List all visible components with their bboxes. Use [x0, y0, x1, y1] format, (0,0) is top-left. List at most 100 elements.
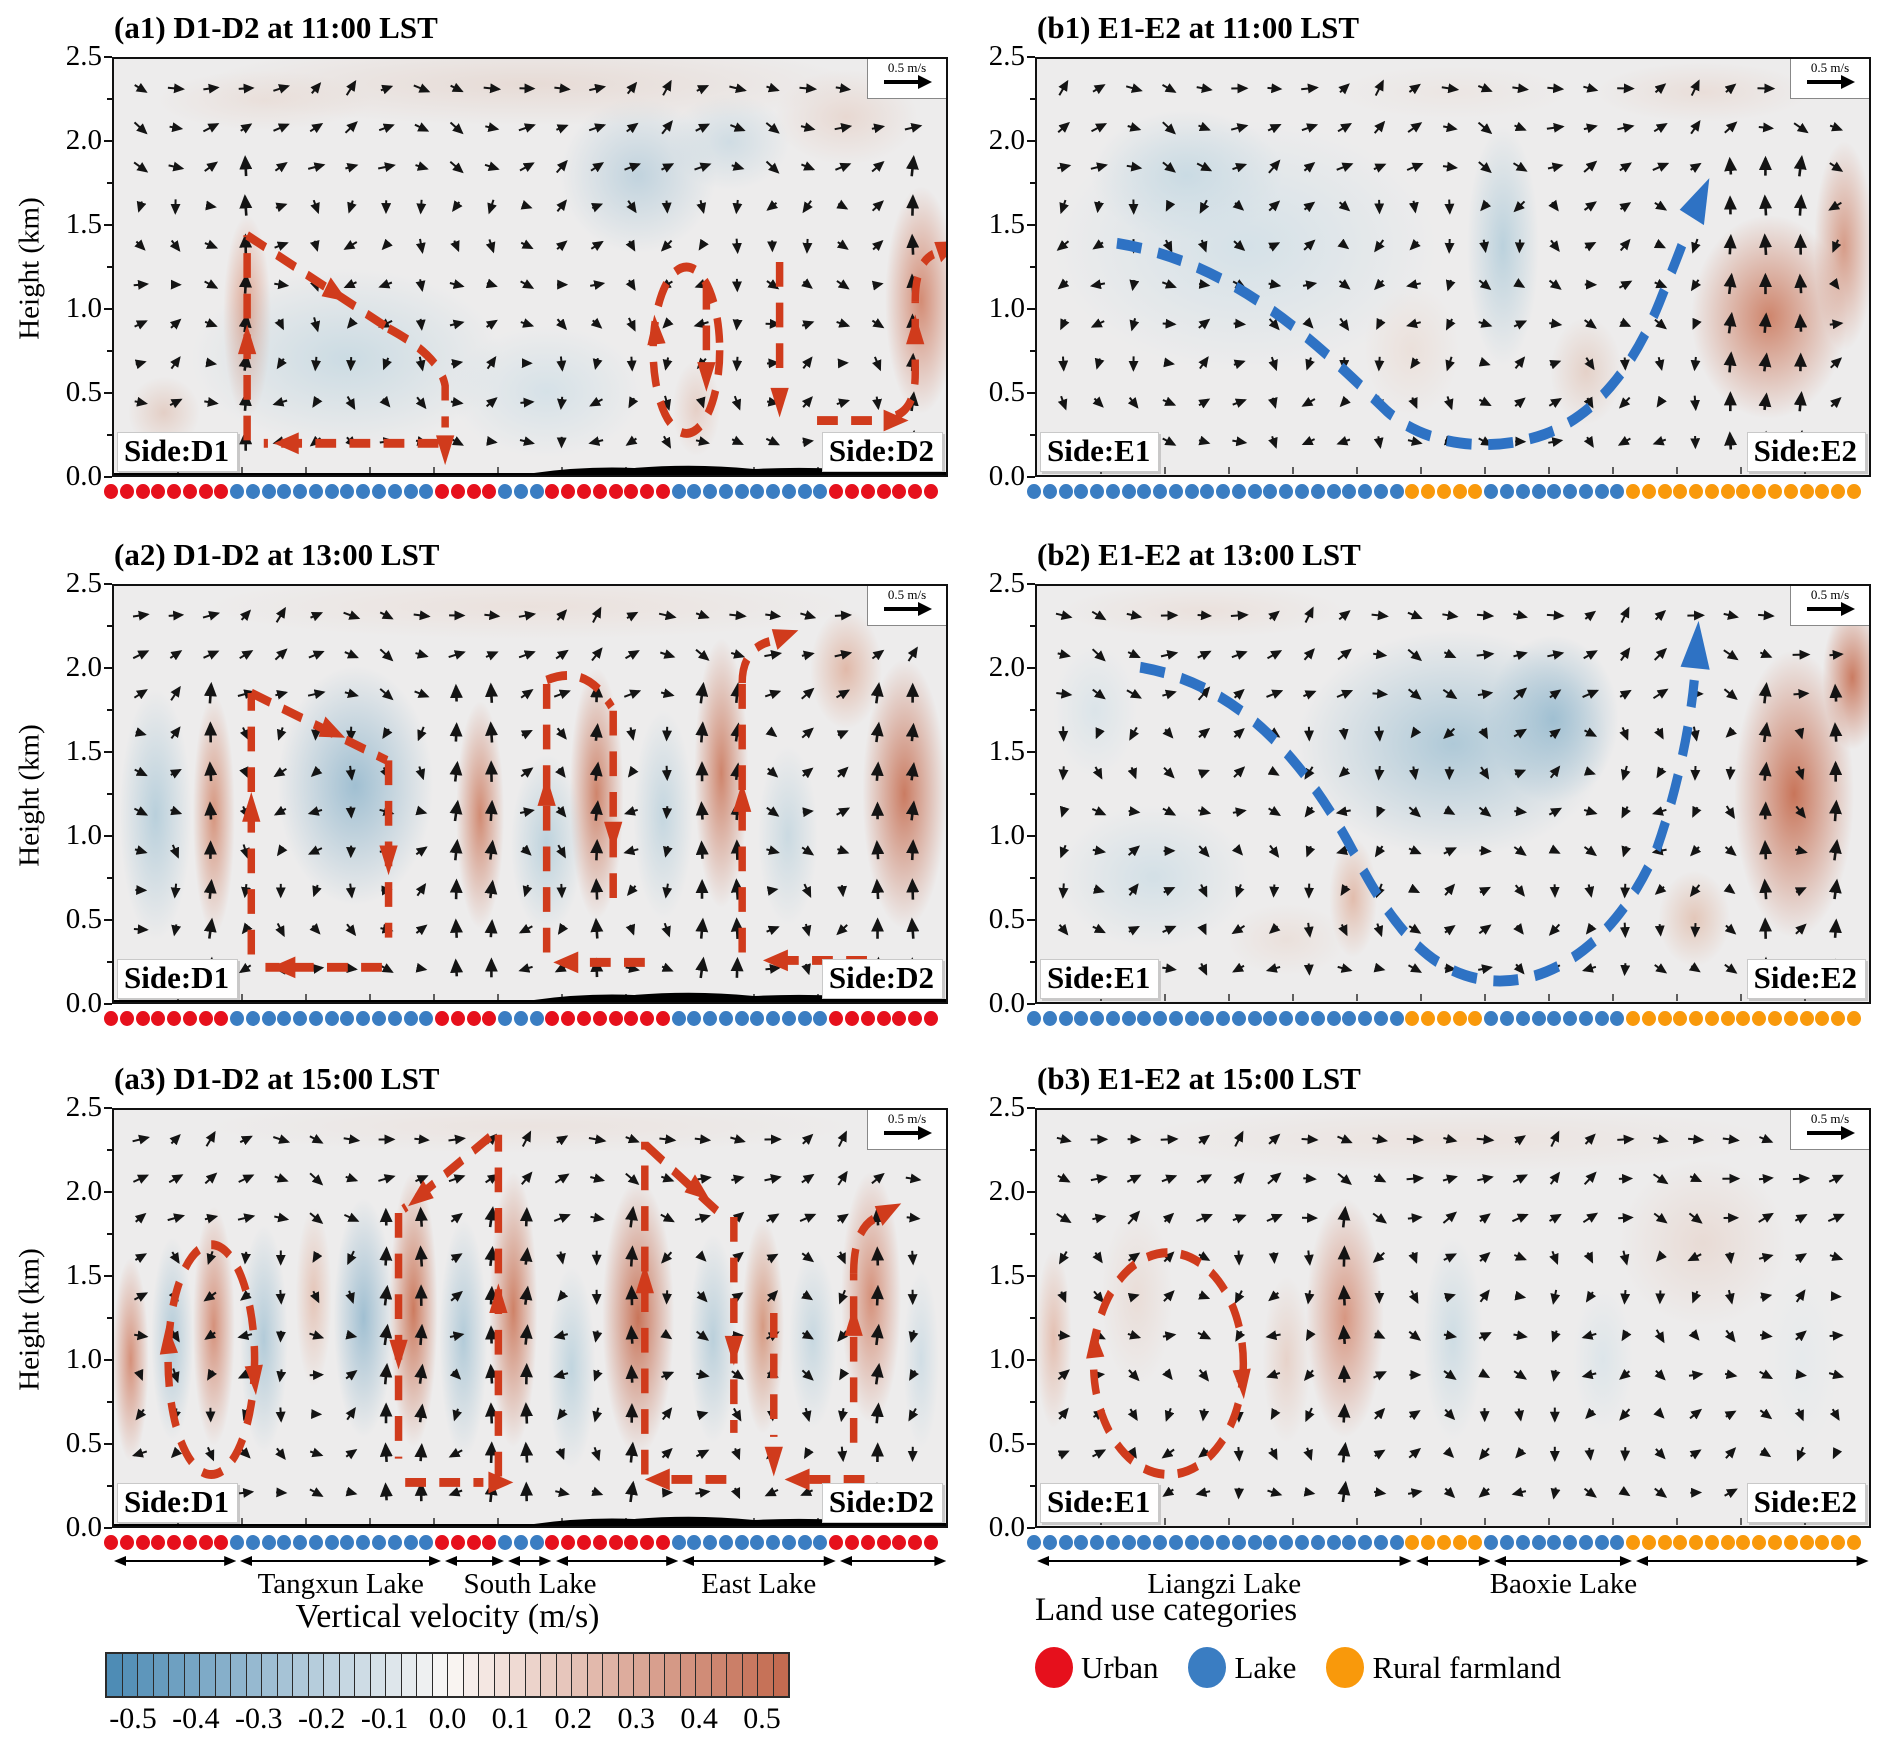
landuse-dot-urban — [482, 1011, 497, 1026]
y-tick-label: 1.0 — [65, 819, 102, 851]
side-label-right-b3: Side:E2 — [1746, 1483, 1866, 1523]
landuse-dot-urban — [876, 1535, 891, 1550]
lake-extent-label: Liangzi Lake — [1147, 1568, 1302, 1600]
landuse-dot-rural — [1831, 1535, 1846, 1550]
colorbar-tick-label: -0.1 — [360, 1702, 409, 1735]
landuse-dot-lake — [1578, 484, 1593, 499]
landuse-dot-urban — [844, 1535, 859, 1550]
landuse-dot-lake — [766, 1011, 781, 1026]
y-tick-mark — [104, 308, 112, 310]
landuse-dot-urban — [608, 1011, 623, 1026]
landuse-dot-rural — [1704, 1011, 1719, 1026]
colorbar-cell — [758, 1654, 774, 1696]
y-tick-mark — [1027, 583, 1035, 585]
reference-arrow-label: 0.5 m/s — [887, 587, 927, 602]
landuse-dot-urban — [466, 484, 481, 499]
y-tick-mark — [1027, 1191, 1035, 1193]
plot-area-b3: 0.5 m/s Side:E1 Side:E2 — [1035, 1108, 1871, 1528]
landuse-dot-lake — [1515, 1535, 1530, 1550]
landuse-dot-lake — [498, 1011, 513, 1026]
landuse-dot-urban — [135, 1535, 150, 1550]
y-tick-label: 1.0 — [65, 292, 102, 324]
colorbar-cell — [448, 1654, 464, 1696]
landuse-dot-lake — [324, 1535, 339, 1550]
landuse-dot-lake — [813, 1535, 828, 1550]
landuse-dot-rural — [1767, 484, 1782, 499]
y-tick-mark — [1027, 224, 1035, 226]
landuse-dot-urban — [844, 1011, 859, 1026]
landuse-dot-lake — [1484, 1011, 1499, 1026]
y-tick-mark — [1027, 1275, 1035, 1277]
landuse-dot-rural — [1689, 484, 1704, 499]
reference-arrow-label: 0.5 m/s — [1810, 60, 1850, 75]
landuse-dot-lake — [1594, 1535, 1609, 1550]
panel-title-b3: (b3) E1-E2 at 15:00 LST — [1037, 1061, 1361, 1096]
landuse-dot-lake — [797, 484, 812, 499]
landuse-dot-lake — [387, 484, 402, 499]
landuse-dot-lake — [1121, 484, 1136, 499]
y-minor-tick-mark — [1030, 266, 1035, 268]
y-minor-tick-mark — [1030, 434, 1035, 436]
landuse-dot-lake — [1263, 484, 1278, 499]
y-tick-label: 1.5 — [65, 208, 102, 240]
landuse-dot-urban — [104, 484, 118, 499]
landuse-dot-lake — [718, 1535, 733, 1550]
landuse-dot-lake — [750, 1535, 765, 1550]
y-tick-label: 0.5 — [65, 1427, 102, 1459]
side-label-right-a2: Side:D2 — [821, 959, 943, 999]
y-minor-tick-mark — [1030, 877, 1035, 879]
landuse-dot-lake — [781, 1011, 796, 1026]
y-tick-label: 2.5 — [65, 567, 102, 599]
y-tick-label: 0.5 — [65, 903, 102, 935]
y-minor-tick-mark — [107, 877, 112, 879]
lake-extent-label: East Lake — [701, 1568, 817, 1600]
y-tick-label: 0.5 — [988, 376, 1025, 408]
landuse-dot-rural — [1626, 1011, 1641, 1026]
reference-arrow: 0.5 m/s — [1790, 1110, 1869, 1150]
landuse-dot-lake — [1358, 1535, 1373, 1550]
landuse-dot-lake — [703, 484, 718, 499]
y-minor-tick-mark — [107, 350, 112, 352]
landuse-dot-lake — [1279, 1535, 1294, 1550]
y-tick-mark — [1027, 1443, 1035, 1445]
landuse-dot-urban — [167, 484, 182, 499]
landuse-dot-urban — [135, 484, 150, 499]
reference-arrow: 0.5 m/s — [867, 1110, 946, 1150]
landuse-dot-rural — [1767, 1011, 1782, 1026]
landuse-dot-rural — [1405, 484, 1420, 499]
colorbar-cell — [696, 1654, 712, 1696]
landuse-dot-urban — [198, 1011, 213, 1026]
landuse-dot-rural — [1436, 1535, 1451, 1550]
extent-arrow — [839, 1552, 946, 1570]
landuse-dot-rural — [1736, 1011, 1751, 1026]
landuse-dot-urban — [860, 1011, 875, 1026]
landuse-dot-rural — [1405, 1535, 1420, 1550]
landuse-dot-lake — [813, 1011, 828, 1026]
side-label-left-b1: Side:E1 — [1040, 432, 1160, 472]
landuse-dot-lake — [1610, 1011, 1625, 1026]
landuse-dot-rural — [1704, 484, 1719, 499]
y-tick-label: 2.5 — [988, 40, 1025, 72]
landuse-dot-urban — [892, 484, 907, 499]
landuse-dot-lake — [245, 1535, 260, 1550]
landuse-dot-urban — [435, 1011, 450, 1026]
landuse-dot-rural — [1689, 1535, 1704, 1550]
landuse-dot-urban — [876, 1011, 891, 1026]
landuse-dot-strip — [1027, 1011, 1879, 1026]
landuse-dot-urban — [576, 1011, 591, 1026]
panel-a1: (a1) D1-D2 at 11:00 LST 0.5 m/s Side:D1 Sid… — [66, 10, 948, 510]
y-tick-mark — [1027, 667, 1035, 669]
landuse-dot-urban — [182, 484, 197, 499]
landuse-dot-rural — [1815, 1011, 1830, 1026]
landuse-dot-lake — [230, 484, 245, 499]
landuse-dot-urban — [450, 1535, 465, 1550]
landuse-dot-lake — [230, 1535, 245, 1550]
y-tick-label: 2.0 — [988, 124, 1025, 156]
landuse-dot-urban — [119, 1011, 134, 1026]
landuse-dot-lake — [1547, 1535, 1562, 1550]
extent-arrow — [1494, 1552, 1633, 1570]
landuse-dot-rural — [1657, 484, 1672, 499]
landuse-dot-rural — [1641, 1535, 1656, 1550]
landuse-dot-rural — [1831, 1011, 1846, 1026]
landuse-dot-lake — [1168, 1535, 1183, 1550]
